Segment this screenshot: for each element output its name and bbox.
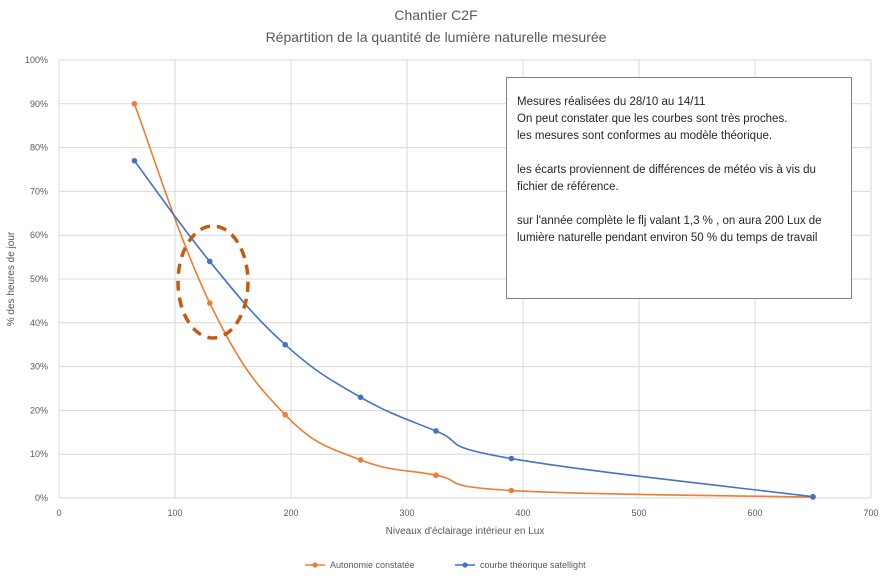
chart-title: Chantier C2F — [394, 7, 477, 23]
data-point — [207, 300, 213, 306]
x-tick-label: 700 — [863, 508, 878, 518]
data-point — [207, 258, 213, 265]
legend-label: courbe théorique satellight — [480, 560, 586, 570]
highlight-ellipse — [176, 224, 250, 340]
x-tick-label: 100 — [167, 508, 182, 518]
series — [131, 101, 816, 500]
chart-subtitle: Répartition de la quantité de lumière na… — [266, 29, 607, 45]
x-axis-ticks: 0 100 200 300 400 500 600 700 — [56, 508, 878, 518]
y-tick-label: 50% — [30, 274, 48, 284]
y-tick-label: 20% — [30, 405, 48, 415]
y-tick-label: 80% — [30, 143, 48, 153]
data-point — [131, 157, 138, 164]
data-point — [131, 101, 138, 107]
x-tick-label: 500 — [631, 508, 646, 518]
x-tick-label: 0 — [56, 508, 61, 518]
legend-marker — [312, 562, 318, 568]
data-point — [282, 341, 289, 348]
legend-label: Autonomie constatée — [330, 560, 415, 570]
annotation-line: les mesures sont conformes au modèle thé… — [517, 130, 773, 142]
annotation-box: Mesures réalisées du 28/10 au 14/11 On p… — [506, 77, 852, 299]
x-tick-label: 600 — [747, 508, 762, 518]
y-tick-label: 90% — [30, 99, 48, 109]
legend: Autonomie constatée courbe théorique sate… — [305, 560, 586, 570]
annotation-line: On peut constater que les courbes sont t… — [517, 113, 788, 125]
data-point — [357, 394, 364, 401]
data-point — [508, 487, 515, 494]
y-tick-label: 0% — [35, 493, 48, 503]
data-point — [810, 493, 816, 500]
y-tick-label: 70% — [30, 186, 48, 196]
data-point — [282, 411, 289, 418]
annotation-line: les écarts proviennent de différences de… — [517, 164, 816, 193]
data-point — [433, 472, 439, 479]
y-tick-label: 30% — [30, 362, 48, 372]
data-point — [508, 455, 515, 462]
annotation-line: Mesures réalisées du 28/10 au 14/11 — [517, 96, 706, 108]
y-tick-label: 100% — [25, 55, 48, 65]
y-axis-ticks: 0% 10% 20% 30% 40% 50% 60% 70% 80% 90% 100% — [25, 55, 48, 503]
legend-marker — [462, 562, 468, 568]
annotation-line: sur l'année complète le flj valant 1,3 %… — [517, 215, 822, 244]
x-axis-label: Niveaux d'éclairage intérieur en Lux — [386, 526, 545, 537]
y-tick-label: 10% — [30, 449, 48, 459]
x-tick-label: 200 — [283, 508, 298, 518]
y-axis-label: % des heures de jour — [6, 231, 17, 326]
x-tick-label: 300 — [399, 508, 414, 518]
y-tick-label: 60% — [30, 230, 48, 240]
x-tick-label: 400 — [515, 508, 530, 518]
data-point — [357, 457, 364, 463]
data-point — [433, 428, 439, 434]
y-tick-label: 40% — [30, 318, 48, 328]
